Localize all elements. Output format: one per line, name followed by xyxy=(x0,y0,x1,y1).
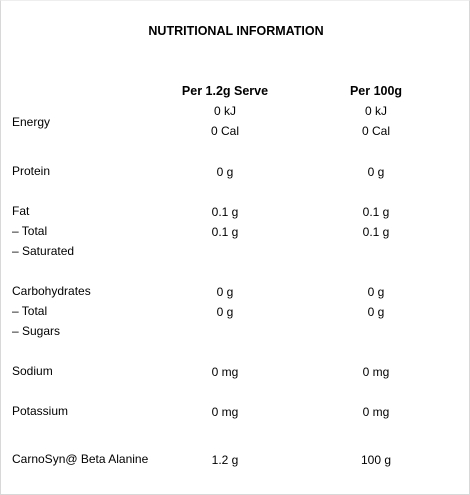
fat-total-100g: 0.1 g xyxy=(362,205,390,219)
potassium-serve: 0 mg xyxy=(211,405,239,419)
row-label-carbohydrates: Carbohydrates xyxy=(12,284,91,298)
row-label-carnosyn-beta-alanine: CarnoSyn@ Beta Alanine xyxy=(12,452,149,466)
sodium-serve: 0 mg xyxy=(211,365,239,379)
carnosyn-100g: 100 g xyxy=(360,453,392,467)
fat-saturated-100g: 0.1 g xyxy=(362,225,390,239)
row-label-potassium: Potassium xyxy=(12,404,69,418)
page-title: NUTRITIONAL INFORMATION xyxy=(148,24,324,38)
energy-serve-kj: 0 kJ xyxy=(213,104,236,118)
protein-100g: 0 g xyxy=(367,165,385,179)
energy-100g-kj: 0 kJ xyxy=(364,104,387,118)
energy-100g-cal: 0 Cal xyxy=(361,124,390,138)
row-label-carbohydrates-total: – Total xyxy=(12,304,48,318)
fat-total-serve: 0.1 g xyxy=(211,205,239,219)
energy-serve-cal: 0 Cal xyxy=(210,124,239,138)
protein-serve: 0 g xyxy=(216,165,234,179)
row-label-energy: Energy xyxy=(12,115,51,129)
fat-saturated-serve: 0.1 g xyxy=(211,225,239,239)
row-label-protein: Protein xyxy=(12,164,51,178)
row-label-carbohydrates-sugars: – Sugars xyxy=(12,324,61,338)
row-label-fat-saturated: – Saturated xyxy=(12,244,75,258)
row-label-fat: Fat xyxy=(12,204,30,218)
sodium-100g: 0 mg xyxy=(362,365,390,379)
column-header-per-100g: Per 100g xyxy=(349,84,403,98)
carbohydrates-sugars-100g: 0 g xyxy=(367,305,385,319)
row-label-sodium: Sodium xyxy=(12,364,53,378)
carbohydrates-sugars-serve: 0 g xyxy=(216,305,234,319)
column-header-per-serve: Per 1.2g Serve xyxy=(181,84,269,98)
carbohydrates-total-serve: 0 g xyxy=(216,285,234,299)
carnosyn-serve: 1.2 g xyxy=(211,453,239,467)
carbohydrates-total-100g: 0 g xyxy=(367,285,385,299)
row-label-fat-total: – Total xyxy=(12,224,48,238)
potassium-100g: 0 mg xyxy=(362,405,390,419)
